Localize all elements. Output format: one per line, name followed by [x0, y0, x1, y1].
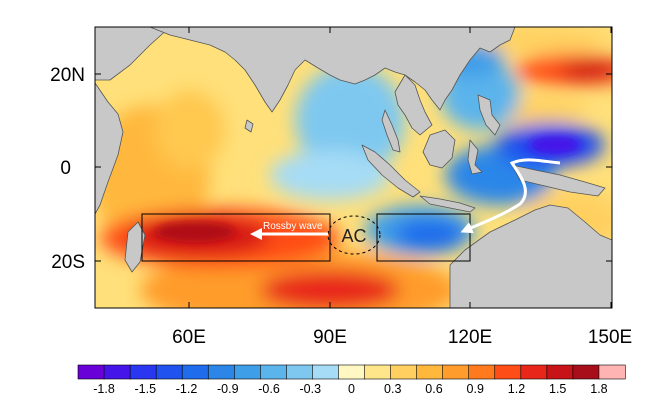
colorbar-swatch: [103, 364, 131, 380]
colorbar-label: 0.9: [467, 382, 484, 396]
lat-tick-label-20s: 20S: [51, 252, 85, 273]
colorbar: [77, 364, 626, 380]
land-madagascar: [124, 221, 146, 273]
colorbar-swatch: [129, 364, 157, 380]
land-africa-arabia: [95, 27, 124, 215]
land-malay-peninsula: [381, 109, 401, 153]
colorbar-label: 0: [348, 382, 355, 396]
lat-tick-label-0: 0: [60, 158, 71, 179]
anticyclone-label: AC: [341, 226, 366, 246]
colorbar-swatch: [233, 364, 261, 380]
land-masses: [95, 27, 612, 308]
colorbar-swatch: [598, 364, 626, 380]
land-indochina: [394, 74, 433, 136]
land-philippines: [477, 94, 501, 136]
colorbar-swatch: [207, 364, 235, 380]
colorbar-swatch: [312, 364, 340, 380]
lon-tick-labels: 60E 90E 120E 150E: [172, 327, 632, 348]
land-sumatra: [361, 144, 421, 198]
rossby-wave-label: Rossby wave: [263, 221, 323, 232]
lon-tick-label-60e: 60E: [172, 327, 206, 348]
colorbar-label: 0.6: [425, 382, 442, 396]
land-india-asia: [149, 27, 516, 113]
land-borneo: [422, 129, 456, 169]
colorbar-swatch: [546, 364, 574, 380]
colorbar-label: 1.2: [508, 382, 525, 396]
land-sulawesi: [467, 139, 483, 175]
colorbar-swatch: [494, 364, 522, 380]
colorbar-swatch: [155, 364, 183, 380]
colorbar-swatch: [260, 364, 287, 380]
colorbar-label: 1.5: [549, 382, 566, 396]
colorbar-swatch: [77, 364, 105, 380]
lat-tick-label-20n: 20N: [50, 65, 85, 86]
colorbar-label: -0.6: [258, 382, 280, 396]
colorbar-swatch: [572, 364, 600, 380]
lat-tick-labels: 20N 0 20S: [50, 65, 85, 273]
lon-tick-label-120e: 120E: [448, 327, 492, 348]
land-new-guinea: [511, 164, 606, 197]
colorbar-label: 1.8: [590, 382, 607, 396]
lon-tick-marks: [188, 27, 612, 308]
colorbar-swatch: [416, 364, 444, 380]
colorbar-label: -1.2: [176, 382, 198, 396]
east-box: [376, 213, 471, 262]
colorbar-swatch: [286, 364, 314, 380]
land-java: [419, 195, 476, 213]
map-panel: [95, 27, 612, 308]
colorbar-swatch: [520, 364, 548, 380]
land-arabia: [95, 27, 171, 81]
west-box: [141, 213, 331, 262]
colorbar-labels: -1.8 -1.5 -1.2 -0.9 -0.6 -0.3 0 0.3 0.6 0.9 1.2 1.5…: [93, 382, 607, 396]
colorbar-label: -0.3: [299, 382, 321, 396]
lat-tick-marks: [95, 73, 612, 262]
colorbar-label: 0.3: [384, 382, 401, 396]
colorbar-label: -0.9: [217, 382, 239, 396]
colorbar-swatch: [181, 364, 209, 380]
lon-tick-label-90e: 90E: [313, 327, 347, 348]
land-sri-lanka: [244, 119, 254, 133]
anomaly-core: [155, 136, 580, 242]
colorbar-swatch: [390, 364, 418, 380]
colorbar-swatch: [468, 364, 496, 380]
lon-tick-label-150e: 150E: [588, 327, 632, 348]
colorbar-swatch: [442, 364, 470, 380]
anticyclone-circle: [327, 215, 381, 255]
colorbar-swatch: [364, 364, 392, 380]
colorbar-label: -1.8: [93, 382, 115, 396]
throughflow-arrow: [460, 158, 561, 234]
colorbar-swatch: [338, 364, 366, 380]
colorbar-label: -1.5: [135, 382, 157, 396]
land-australia: [449, 204, 612, 308]
